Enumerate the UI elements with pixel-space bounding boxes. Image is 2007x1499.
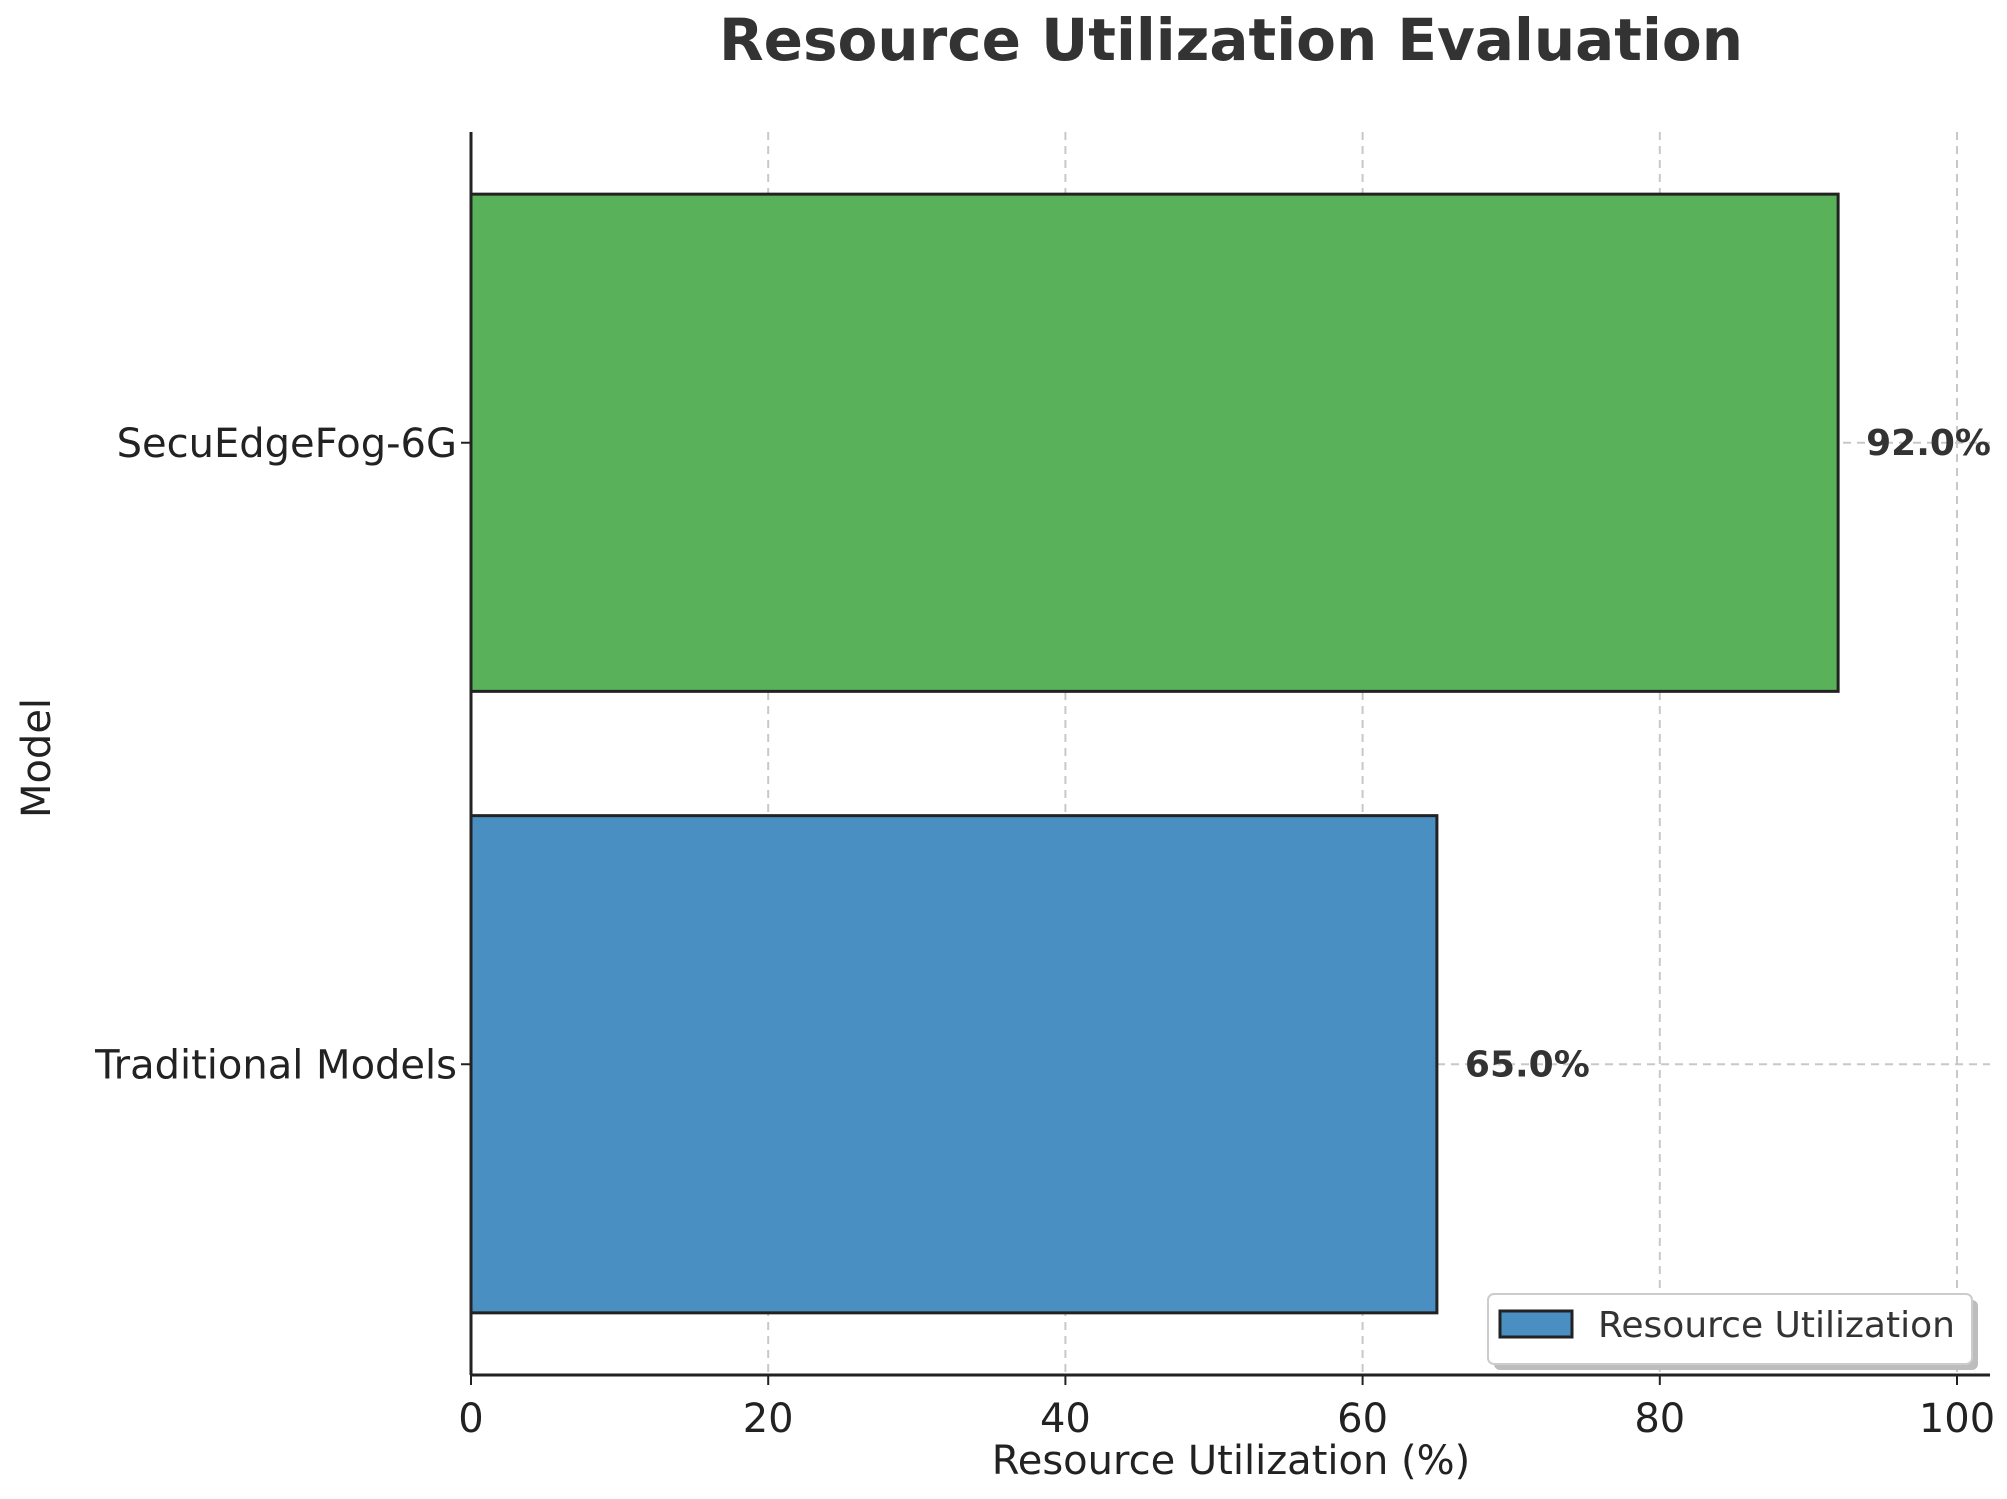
legend-label: Resource Utilization (1598, 1305, 1955, 1346)
axes (469, 132, 1990, 1377)
bar (469, 192, 1840, 693)
x-tick-label: 0 (458, 1396, 483, 1442)
y-category-labels: SecuEdgeFog-6G Traditional Models (94, 421, 457, 1089)
bar-value-label: 65.0% (1465, 1044, 1590, 1085)
x-tick-label: 40 (1040, 1396, 1091, 1442)
x-tick-label: 80 (1634, 1396, 1685, 1442)
chart-title: Resource Utilization Evaluation (719, 6, 1743, 74)
x-tick-label: 60 (1337, 1396, 1388, 1442)
y-category-label: SecuEdgeFog-6G (117, 421, 457, 467)
legend-box (1487, 1293, 1973, 1365)
data-labels: 92.0% 65.0% (1465, 423, 1991, 1086)
bar-value-label: 92.0% (1866, 423, 1991, 464)
bar (469, 814, 1439, 1315)
x-ticks: 0 20 40 60 80 100 (458, 441, 1995, 1442)
legend-swatch (1498, 1309, 1574, 1339)
y-category-label: Traditional Models (94, 1042, 457, 1088)
x-axis-title: Resource Utilization (%) (992, 1438, 1471, 1484)
y-axis-title: Model (14, 698, 60, 818)
bars (469, 192, 1840, 1315)
x-tick-label: 20 (743, 1396, 794, 1442)
x-tick-label: 100 (1919, 1396, 1995, 1442)
legend: Resource Utilization (1487, 1293, 1978, 1370)
